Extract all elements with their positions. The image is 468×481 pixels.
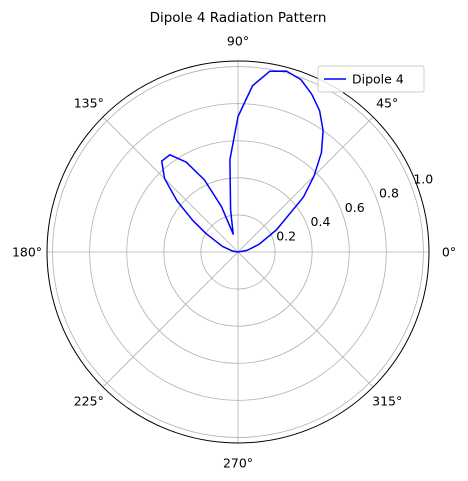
radius-tick-label: 0.4	[311, 214, 331, 229]
legend: Dipole 4	[317, 65, 425, 93]
grid-spoke	[102, 251, 239, 388]
legend-box	[317, 65, 425, 93]
radius-tick-labels: 0.2 0.4 0.6 0.8 1.0	[276, 172, 433, 244]
radius-tick-label: 0.8	[379, 186, 399, 201]
radius-tick-label: 0.6	[345, 200, 365, 215]
polar-frame	[46, 60, 430, 444]
radius-tick-label: 1.0	[413, 172, 433, 187]
angle-tick-label: 90°	[227, 34, 249, 49]
series-layer	[160, 70, 324, 253]
grid-spoke	[102, 116, 239, 253]
angle-tick-label: 135°	[74, 95, 104, 110]
grid-spoke	[237, 116, 374, 253]
series-line-dipole-4	[160, 70, 324, 253]
legend-label-dipole-4: Dipole 4	[352, 72, 404, 87]
angle-tick-label: 45°	[376, 95, 398, 110]
angle-tick-label: 270°	[223, 456, 253, 471]
angle-tick-label: 315°	[372, 394, 402, 409]
angular-grid	[47, 61, 429, 443]
angle-tick-label: 0°	[442, 245, 456, 260]
angle-tick-label: 225°	[74, 394, 104, 409]
chart-title: Dipole 4 Radiation Pattern	[150, 10, 327, 26]
radius-tick-label: 0.2	[276, 228, 296, 243]
angle-tick-label: 180°	[12, 245, 42, 260]
grid-spoke	[237, 251, 374, 388]
angle-tick-labels: 0° 45° 90° 135° 180° 225° 270° 315°	[12, 34, 456, 471]
